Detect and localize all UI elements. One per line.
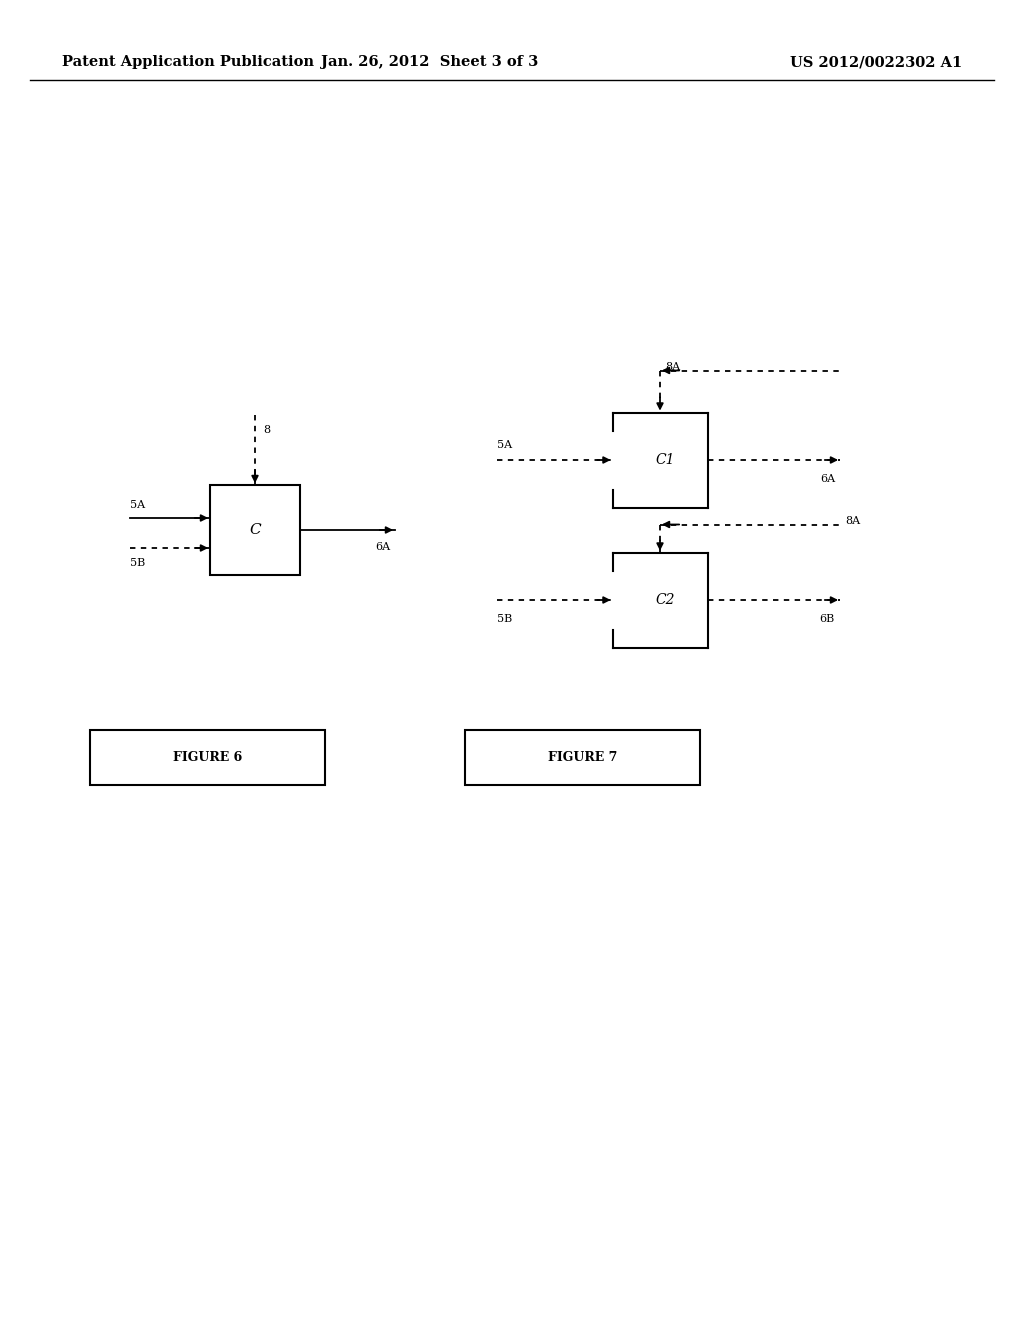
Text: FIGURE 6: FIGURE 6 [173,751,242,764]
Text: US 2012/0022302 A1: US 2012/0022302 A1 [790,55,962,69]
Text: C1: C1 [655,453,675,467]
Bar [465,730,700,785]
Text: Patent Application Publication: Patent Application Publication [62,55,314,69]
Text: FIGURE 7: FIGURE 7 [548,751,617,764]
Text: 6A: 6A [820,474,835,484]
Bar [210,484,300,576]
Text: 8A: 8A [845,516,860,527]
Text: 6B: 6B [820,614,835,624]
Text: 5A: 5A [497,440,512,450]
Text: C2: C2 [655,593,675,607]
Bar [90,730,325,785]
Text: 5B: 5B [130,558,145,568]
Text: Jan. 26, 2012  Sheet 3 of 3: Jan. 26, 2012 Sheet 3 of 3 [322,55,539,69]
Text: 5A: 5A [130,500,145,510]
Text: 6A: 6A [375,543,390,552]
Text: 8: 8 [263,425,270,436]
Text: 8A: 8A [665,363,680,372]
Text: C: C [249,523,261,537]
Text: 5B: 5B [497,614,512,624]
